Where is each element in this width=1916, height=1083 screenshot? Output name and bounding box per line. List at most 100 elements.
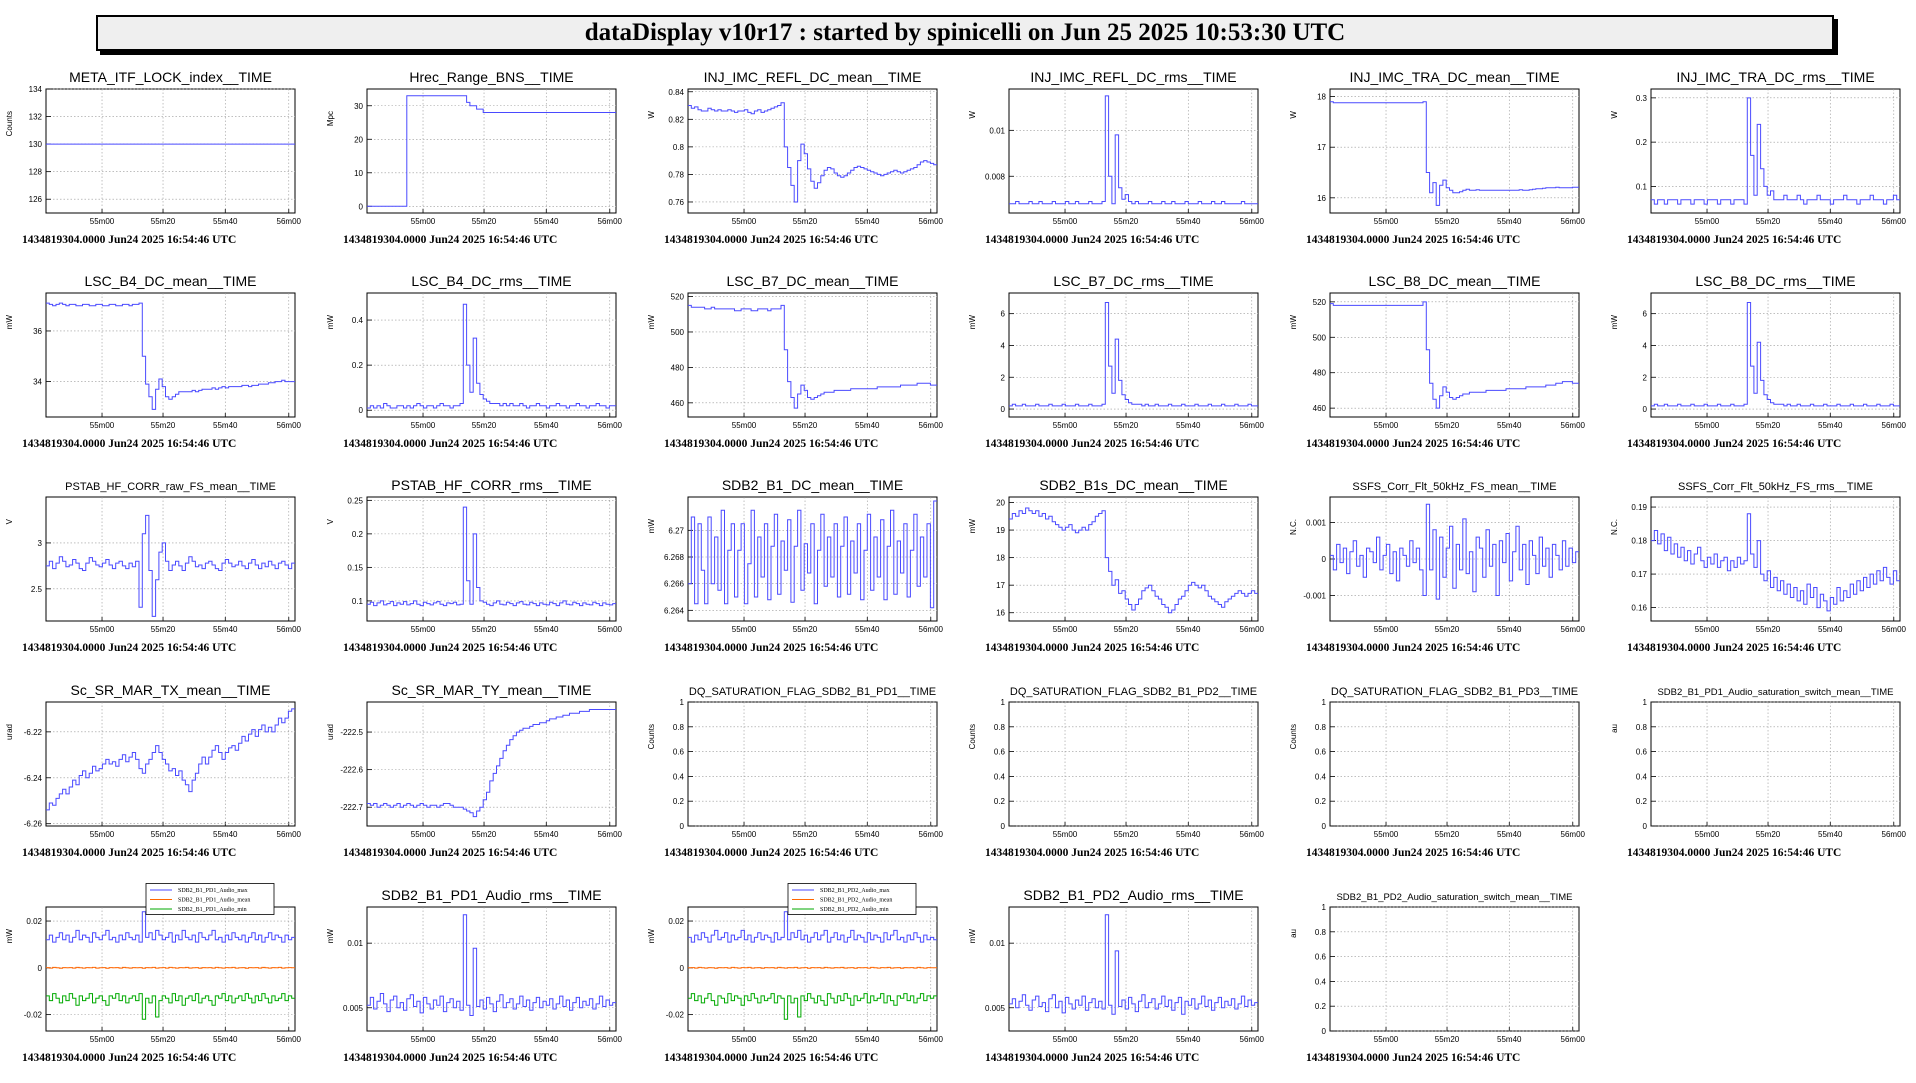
chart-panel: INJ_IMC_REFL_DC_rms__TIME 55m00 55m20 55m40… [968,69,1265,246]
x-tick-label: 56m00 [1561,625,1586,634]
y-tick-label: 0.005 [343,1004,364,1013]
x-tick-label: 55m00 [732,830,757,839]
y-tick-label: 0.001 [1306,519,1327,528]
y-tick-label: 16 [996,609,1005,618]
series-line [688,500,937,609]
plot-frame [687,906,938,1032]
chart-title: SDB2_B1_PD1_Audio_rms__TIME [381,887,601,903]
x-tick-label: 56m00 [1561,421,1586,430]
x-tick-label: 55m00 [1374,1035,1399,1044]
y-axis-label: urad [326,724,335,740]
chart-footer-timestamp: 1434819304.0000 Jun24 2025 16:54:46 UTC [1306,847,1520,859]
y-tick-label: 0 [359,202,364,211]
plot-frame [1329,496,1580,622]
x-tick-label: 56m00 [1882,830,1907,839]
y-tick-label: 20 [996,499,1005,508]
x-tick-label: 55m00 [90,421,115,430]
y-axis-label: Counts [5,111,14,136]
y-tick-label: 0.82 [668,115,684,124]
chart-footer-timestamp: 1434819304.0000 Jun24 2025 16:54:46 UTC [1627,234,1841,246]
plot-frame [1008,906,1259,1032]
y-tick-label: 0 [1001,822,1006,831]
x-tick-label: 55m00 [732,217,757,226]
x-tick-label: 55m00 [1053,217,1078,226]
chart-footer-timestamp: 1434819304.0000 Jun24 2025 16:54:46 UTC [985,847,1199,859]
chart-footer-timestamp: 1434819304.0000 Jun24 2025 16:54:46 UTC [343,234,557,246]
legend-label: SDB2_B1_PD1_Audio_max [178,888,248,894]
x-tick-label: 55m00 [1695,625,1720,634]
plot-frame [1008,88,1259,214]
chart-title: LSC_B7_DC_mean__TIME [727,273,899,289]
y-tick-label: 6.268 [664,553,685,562]
chart-panel: SDB2_B1_PD2_Audio_saturation_switch_mean… [1289,892,1586,1064]
y-tick-label: 6.27 [668,526,684,535]
x-tick-label: 56m00 [277,1035,302,1044]
y-axis-label: mW [647,929,656,944]
x-tick-label: 55m40 [1176,625,1201,634]
chart-panel: SDB2_B1s_DC_mean__TIME 55m00 55m20 55m40 56m… [968,477,1265,654]
series-line [1330,301,1579,409]
chart-footer-timestamp: 1434819304.0000 Jun24 2025 16:54:46 UTC [1306,234,1520,246]
chart-title: Sc_SR_MAR_TY_mean__TIME [392,682,592,698]
x-tick-label: 55m20 [793,830,818,839]
series-line [1009,95,1258,205]
y-tick-label: 1 [680,698,685,707]
x-tick-label: 56m00 [1240,1035,1265,1044]
chart-footer-timestamp: 1434819304.0000 Jun24 2025 16:54:46 UTC [1306,438,1520,450]
plot-frame [1650,496,1901,622]
y-tick-label: 0 [1322,555,1327,564]
y-axis-label: V [5,518,14,524]
y-tick-label: -6.26 [24,820,43,829]
chart-title: DQ_SATURATION_FLAG_SDB2_B1_PD3__TIME [1331,686,1578,698]
chart-footer-timestamp: 1434819304.0000 Jun24 2025 16:54:46 UTC [1627,438,1841,450]
y-tick-label: 19 [996,526,1005,535]
chart-title: Hrec_Range_BNS__TIME [409,69,573,85]
chart-footer-timestamp: 1434819304.0000 Jun24 2025 16:54:46 UTC [664,234,878,246]
chart-panel: LSC_B4_DC_mean__TIME 55m00 55m20 55m40 56m00… [5,273,302,450]
x-tick-label: 55m20 [793,217,818,226]
y-tick-label: -0.02 [24,1011,43,1020]
legend-label: SDB2_B1_PD2_Audio_min [820,907,889,913]
chart-title: SDB2_B1s_DC_mean__TIME [1039,477,1227,493]
x-tick-label: 55m00 [1053,625,1078,634]
y-tick-label: 20 [354,135,363,144]
y-tick-label: 0.2 [1636,138,1648,147]
chart-footer-timestamp: 1434819304.0000 Jun24 2025 16:54:46 UTC [1306,1052,1520,1064]
x-tick-label: 56m00 [598,217,623,226]
x-tick-label: 55m40 [1818,625,1843,634]
chart-footer-timestamp: 1434819304.0000 Jun24 2025 16:54:46 UTC [1627,642,1841,654]
y-tick-label: 0.4 [352,316,364,325]
chart-panel: LSC_B7_DC_mean__TIME 55m00 55m20 55m40 56m00… [647,273,944,450]
chart-title: SSFS_Corr_Flt_50kHz_FS_mean__TIME [1352,481,1556,493]
x-tick-label: 55m20 [1114,217,1139,226]
chart-title: SSFS_Corr_Flt_50kHz_FS_rms__TIME [1678,481,1873,493]
chart-title: LSC_B8_DC_mean__TIME [1369,273,1541,289]
x-tick-label: 55m20 [793,421,818,430]
chart-footer-timestamp: 1434819304.0000 Jun24 2025 16:54:46 UTC [664,1052,878,1064]
x-tick-label: 56m00 [919,217,944,226]
series-line [46,966,295,969]
y-tick-label: 126 [29,195,43,204]
y-tick-label: 0.4 [1636,772,1648,781]
x-tick-label: 55m40 [213,1035,238,1044]
y-tick-label: 16 [1317,194,1326,203]
y-tick-label: 0.01 [989,939,1005,948]
y-tick-label: 0.2 [1315,1002,1327,1011]
x-tick-label: 55m40 [213,217,238,226]
chart-title: LSC_B7_DC_rms__TIME [1053,273,1213,289]
y-tick-label: 0.02 [668,917,684,926]
x-tick-label: 55m40 [1497,217,1522,226]
x-tick-label: 55m40 [1818,421,1843,430]
y-axis-label: V [326,518,335,524]
x-tick-label: 55m40 [534,830,559,839]
y-tick-label: 132 [29,113,43,122]
chart-panel: SDB2_B1_DC_mean__TIME 55m00 55m20 55m40 56m0… [647,477,944,654]
plot-frame [1329,88,1580,214]
chart-panel: DQ_SATURATION_FLAG_SDB2_B1_PD2__TIME 55m0… [968,686,1265,859]
y-tick-label: 0.8 [673,723,685,732]
y-tick-label: 0.2 [352,361,364,370]
series-line [688,993,937,1020]
chart-panel: SSFS_Corr_Flt_50kHz_FS_rms__TIME 55m00 55m… [1610,481,1907,654]
x-tick-label: 55m00 [1374,421,1399,430]
y-axis-label: mW [326,929,335,944]
